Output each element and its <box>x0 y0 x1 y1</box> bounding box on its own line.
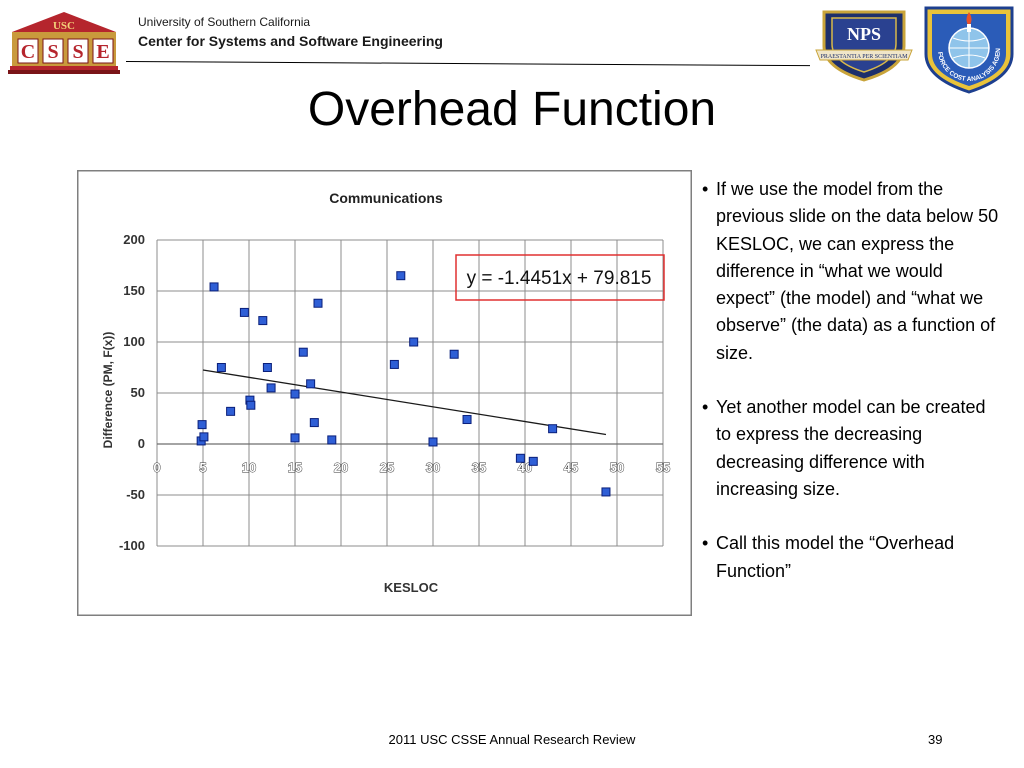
data-point <box>462 415 472 425</box>
chart-title: Communications <box>329 190 443 206</box>
slide-title: Overhead Function <box>307 83 717 136</box>
x-tick-labels: 0 5 10 15 20 25 30 35 40 45 50 55 <box>153 460 671 476</box>
x-tick-label: 10 <box>242 460 256 475</box>
x-tick-label: 20 <box>334 460 348 475</box>
y-tick-label: -100 <box>119 538 145 553</box>
data-point <box>309 418 319 428</box>
data-point <box>258 316 268 326</box>
nps-logo-text: NPS <box>847 24 881 44</box>
data-points <box>196 271 611 497</box>
data-point <box>290 433 300 443</box>
data-point <box>313 298 323 308</box>
y-tick-label: 50 <box>131 385 145 400</box>
bullet-item: Yet another model can be created to expr… <box>702 394 1002 503</box>
x-tick-label: 0 <box>153 460 160 475</box>
data-point <box>327 435 337 445</box>
organization-header: University of Southern California Center… <box>138 15 443 50</box>
afcaa-logo: AIR FORCE COST ANALYSIS AGENCY <box>920 4 1014 94</box>
data-point <box>216 363 226 372</box>
logo-letter: S <box>72 41 83 63</box>
x-tick-label: 25 <box>380 460 394 475</box>
data-point <box>199 432 209 442</box>
x-tick-label: 55 <box>656 460 670 475</box>
data-point <box>262 363 272 372</box>
x-tick-label: 50 <box>610 460 624 475</box>
data-point <box>515 453 525 463</box>
x-axis-label: KESLOC <box>384 580 439 595</box>
y-tick-label: 0 <box>138 436 145 451</box>
logo-usc-text: USC <box>53 20 75 32</box>
trendline <box>202 369 607 436</box>
nps-motto: PRAESTANTIA PER SCIENTIAM <box>821 54 909 60</box>
header-divider <box>125 61 810 67</box>
nps-logo: NPS PRAESTANTIA PER SCIENTIAM <box>815 10 913 82</box>
y-tick-label: 150 <box>123 283 145 298</box>
x-tick-label: 35 <box>472 460 486 475</box>
y-tick-label: 100 <box>123 334 145 349</box>
page-number: 39 <box>928 732 943 747</box>
x-tick-label: 15 <box>288 460 302 475</box>
data-point <box>197 420 207 430</box>
logo-roof <box>12 12 116 32</box>
data-point <box>396 271 406 281</box>
y-tick-label: -50 <box>126 487 145 502</box>
data-point <box>409 337 419 347</box>
logo-letter: C <box>21 41 35 63</box>
logo-letter: S <box>47 41 58 63</box>
y-tick-labels: 200 150 100 50 0 -50 -100 <box>119 232 145 553</box>
data-point <box>298 347 308 357</box>
data-point <box>239 307 249 317</box>
chart-grid <box>156 239 664 547</box>
x-tick-label: 5 <box>199 460 206 475</box>
data-point <box>209 282 219 292</box>
bullet-list: If we use the model from the previous sl… <box>702 176 1002 612</box>
data-point <box>266 383 276 393</box>
university-name: University of Southern California <box>138 15 311 29</box>
center-name: Center for Systems and Software Engineer… <box>138 33 443 49</box>
x-tick-label: 45 <box>564 460 578 475</box>
equation-box <box>455 254 665 301</box>
data-point <box>226 406 236 416</box>
y-axis-label: Difference (PM, F(x)) <box>101 332 115 449</box>
logo-letter: E <box>96 41 109 63</box>
x-tick-label: 30 <box>426 460 440 475</box>
data-point <box>306 379 316 389</box>
data-point <box>449 349 459 359</box>
bullet-item: Call this model the “Overhead Function” <box>702 530 1002 585</box>
data-point <box>528 456 538 466</box>
y-tick-label: 200 <box>123 232 145 247</box>
scatter-chart: Communications 200 150 100 50 0 -50 -100 0 5 10 1… <box>77 170 692 616</box>
footer-text: 2011 USC CSSE Annual Research Review <box>388 732 636 747</box>
data-point <box>246 400 256 410</box>
bullet-item: If we use the model from the previous sl… <box>702 176 1002 367</box>
data-point <box>548 424 558 434</box>
data-point <box>290 389 300 399</box>
data-point <box>601 487 611 497</box>
data-point <box>428 437 438 447</box>
trendline-equation: y = -1.4451x + 79.815 <box>467 268 652 289</box>
data-point <box>389 359 399 369</box>
